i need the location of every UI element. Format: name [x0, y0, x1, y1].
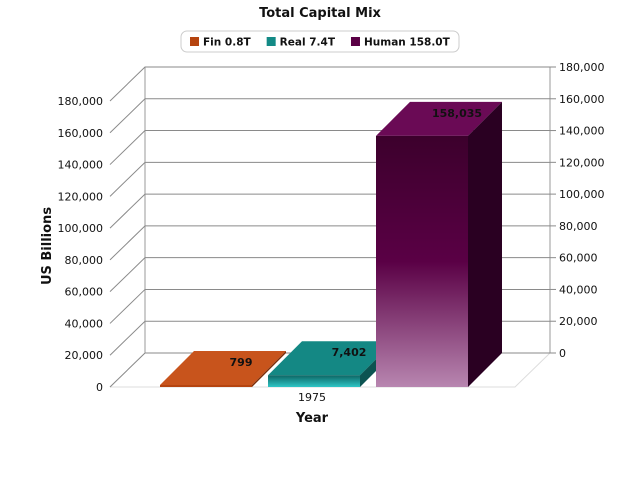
bar-side — [252, 351, 286, 387]
y-tick-label-right: 120,000 — [559, 156, 605, 169]
x-tick-label: 1975 — [298, 391, 326, 404]
right-axis-ticks: 0 20,000 40,000 60,000 80,000 100,000 120,000 1… — [559, 61, 605, 360]
left-axis-ticks: 0 20,000 40,000 60,000 80,000 100,000 120,000 1… — [58, 95, 104, 394]
legend-label: Human 158.0T — [364, 37, 451, 49]
y-tick-label-left: 160,000 — [58, 127, 104, 140]
x-axis-title: Year — [295, 411, 329, 426]
y-tick-label-right: 60,000 — [559, 252, 598, 265]
legend-box — [180, 30, 460, 53]
y-tick-label-left: 180,000 — [58, 95, 104, 108]
legend-item-3: Human 158.0T — [350, 37, 451, 49]
bar-front — [268, 375, 360, 387]
legend-item-1: Fin 0.8T — [190, 37, 252, 49]
legend-label: Fin 0.8T — [203, 37, 252, 49]
y-axis-title: US Billions — [40, 207, 55, 285]
y-tick-label-left: 0 — [96, 381, 103, 394]
bar-3 — [376, 101, 502, 387]
y-tick-label-left: 140,000 — [58, 159, 104, 172]
y-tick-label-right: 100,000 — [559, 188, 605, 201]
bar-top — [268, 341, 394, 376]
bars — [160, 101, 502, 387]
bar-side — [468, 101, 502, 387]
legend-swatch — [190, 37, 199, 46]
grid-line — [109, 98, 550, 134]
legend-swatch — [266, 37, 276, 46]
y-tick-label-left: 100,000 — [58, 222, 104, 235]
y-tick-label-left: 120,000 — [58, 190, 104, 203]
y-tick-label-left: 60,000 — [65, 286, 104, 299]
bar-1 — [160, 351, 286, 387]
bar-front — [376, 135, 468, 387]
bar-top — [160, 351, 286, 385]
y-tick-label-left: 80,000 — [65, 254, 104, 267]
y-tick-label-right: 160,000 — [559, 93, 605, 106]
y-tick-label-right: 0 — [559, 347, 566, 360]
bar-front — [160, 385, 252, 387]
bar-top — [376, 101, 502, 136]
data-label-3: 158,035 — [432, 107, 482, 120]
y-tick-label-left: 40,000 — [65, 317, 104, 330]
legend: Fin 0.8T Real 7.4T Human 158.0T — [180, 30, 460, 53]
chart-title: Total Capital Mix — [259, 6, 381, 21]
grid-line — [109, 66, 550, 102]
legend-item-2: Real 7.4T — [266, 37, 336, 49]
y-tick-label-left: 20,000 — [65, 349, 104, 362]
y-tick-label-right: 40,000 — [559, 283, 598, 296]
legend-items: Fin 0.8T Real 7.4T Human 158.0T — [190, 37, 451, 49]
data-labels: 799 7,402 158,035 — [230, 107, 483, 369]
data-label-1: 799 — [230, 356, 253, 369]
legend-label: Real 7.4T — [280, 37, 336, 49]
legend-swatch — [350, 37, 360, 46]
y-tick-label-right: 20,000 — [559, 315, 598, 328]
y-tick-label-right: 180,000 — [559, 61, 605, 74]
y-tick-label-right: 80,000 — [559, 220, 598, 233]
y-tick-label-right: 140,000 — [559, 125, 605, 138]
data-label-2: 7,402 — [332, 346, 367, 359]
